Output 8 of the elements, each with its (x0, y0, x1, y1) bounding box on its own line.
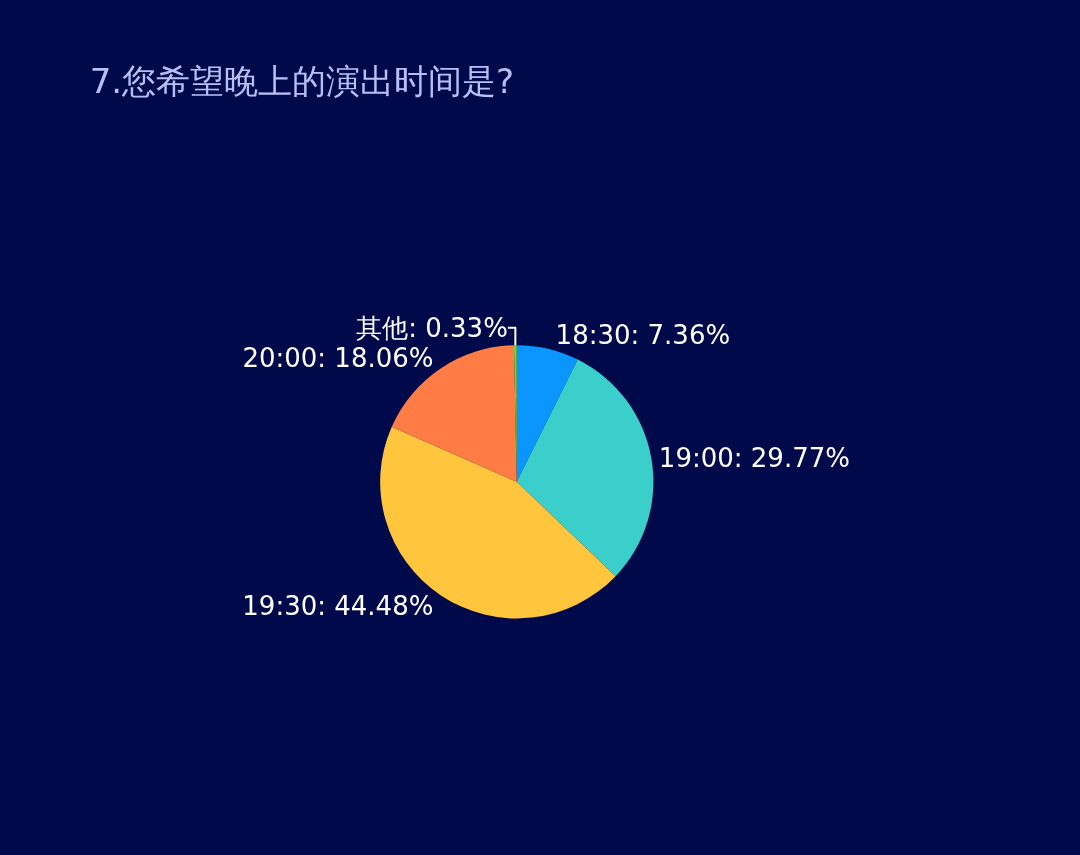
chart-title: 7.您希望晚上的演出时间是? (89, 61, 515, 102)
slice-label: 20:00: 18.06% (242, 342, 434, 373)
pie-slice (516, 359, 654, 577)
slice-label: 19:00: 29.77% (658, 442, 850, 473)
slice-label: 18:30: 7.36% (555, 319, 731, 350)
slice-label: 19:30: 44.48% (242, 590, 434, 621)
slice-label: 其他: 0.33% (356, 312, 508, 343)
pie-slice (516, 345, 578, 482)
